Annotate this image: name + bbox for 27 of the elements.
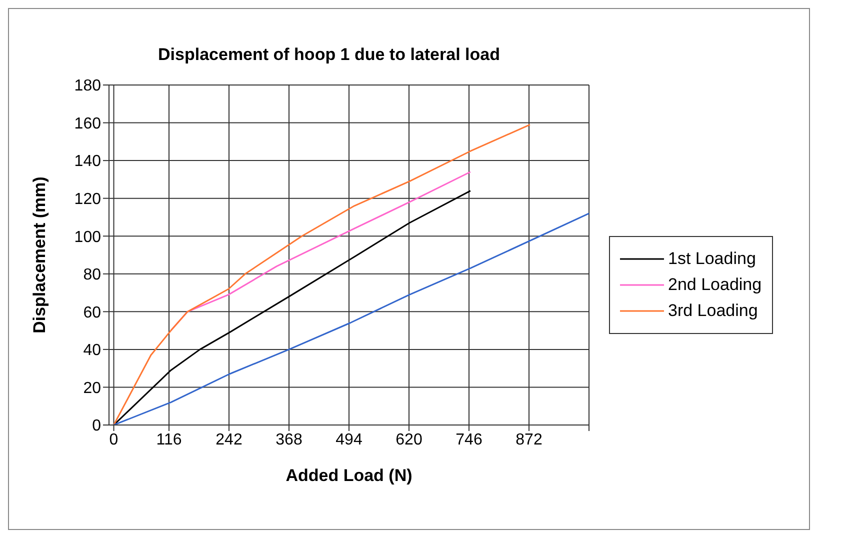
x-tick-label: 746 [456, 431, 482, 448]
chart-title: Displacement of hoop 1 due to lateral load [157, 45, 501, 65]
y-tick-label: 20 [83, 380, 102, 397]
y-tick-label: 180 [74, 78, 102, 95]
x-tick-label: 872 [516, 431, 542, 448]
line-series [113, 212, 589, 425]
x-tick-label: 368 [276, 431, 302, 448]
legend-label: 3rd Loading [668, 301, 758, 321]
y-tick-label: 140 [74, 153, 102, 170]
y-tick-label: 0 [92, 418, 102, 435]
x-tick-label: 242 [216, 431, 242, 448]
x-tick-label: 494 [336, 431, 362, 448]
line-series [113, 190, 472, 425]
legend-label: 1st Loading [668, 249, 756, 269]
y-tick-label: 40 [83, 342, 102, 360]
x-tick-label: 116 [156, 431, 182, 448]
line-series [113, 124, 531, 425]
y-tick-label: 100 [74, 228, 102, 246]
y-tick-label: 160 [74, 115, 102, 132]
x-axis-title: Added Load (N) [286, 466, 412, 485]
y-tick-label: 80 [83, 266, 102, 284]
legend-label: 2nd Loading [668, 275, 762, 295]
y-axis-title: Displacement (mm) [30, 176, 50, 334]
y-tick-label: 60 [83, 304, 102, 322]
x-tick-label: 0 [109, 431, 118, 448]
x-tick-label: 620 [396, 431, 422, 448]
y-tick-label: 120 [74, 191, 102, 208]
